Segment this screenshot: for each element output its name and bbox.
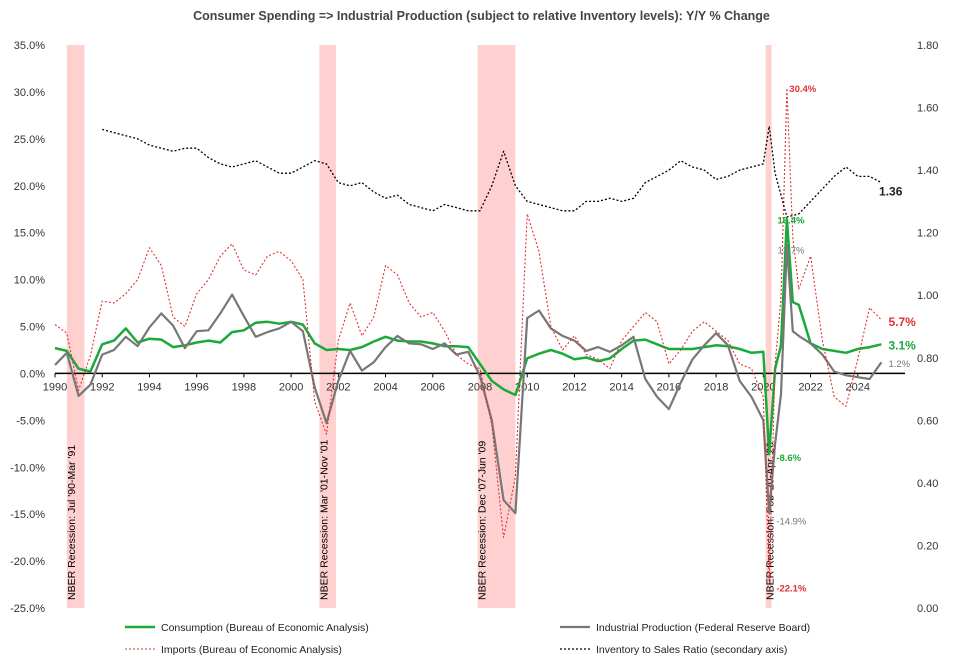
series-line-4 [102, 125, 882, 218]
annotation-label: 3.1% [888, 338, 916, 352]
y2-tick-label: 0.80 [917, 353, 938, 365]
recession-band [477, 45, 516, 608]
legend-label: Imports (Bureau of Economic Analysis) [161, 644, 342, 656]
recession-label: NBER Recession: Mar '01-Nov '01 [318, 439, 330, 600]
x-tick-label: 2002 [326, 381, 350, 393]
x-tick-label: 2024 [846, 381, 870, 393]
legend-label: Inventory to Sales Ratio (secondary axis… [596, 644, 787, 656]
x-tick-label: 2018 [704, 381, 728, 393]
y-tick-label: 15.0% [14, 228, 45, 240]
y-tick-label: 35.0% [14, 40, 45, 52]
y-tick-label: 5.0% [20, 322, 45, 334]
y-tick-label: 20.0% [14, 181, 45, 193]
x-tick-label: 1990 [43, 381, 67, 393]
y2-tick-label: 0.60 [917, 415, 938, 427]
y-tick-label: 30.0% [14, 87, 45, 99]
recession-label: NBER Recession: Dec '07-Jun '09 [477, 441, 489, 600]
annotation-label: -22.1% [776, 583, 807, 594]
legend-label: Consumption (Bureau of Economic Analysis… [161, 622, 369, 634]
recession-band [66, 45, 85, 608]
annotation-label: -8.6% [776, 453, 801, 464]
x-tick-label: 2016 [657, 381, 681, 393]
y2-tick-label: 1.00 [917, 290, 938, 302]
annotation-label: -14.9% [776, 517, 807, 528]
y2-tick-label: 0.40 [917, 478, 938, 490]
x-tick-label: 1994 [137, 381, 161, 393]
y-tick-label: 25.0% [14, 134, 45, 146]
y-tick-label: -25.0% [10, 603, 45, 615]
annotation-label: 30.4% [789, 84, 816, 95]
y-tick-label: -10.0% [10, 462, 45, 474]
x-tick-label: 2006 [421, 381, 445, 393]
y-tick-label: -5.0% [16, 415, 45, 427]
y-tick-label: 10.0% [14, 275, 45, 287]
x-tick-label: 1998 [232, 381, 256, 393]
annotation-label: 1.36 [879, 184, 903, 198]
y-tick-label: 0.0% [20, 368, 45, 380]
recession-band [765, 45, 772, 608]
chart-title: Consumer Spending => Industrial Producti… [193, 9, 770, 23]
y2-tick-label: 1.20 [917, 228, 938, 240]
recession-band [319, 45, 336, 608]
series-line-2 [54, 243, 883, 515]
x-tick-label: 2000 [279, 381, 303, 393]
legend-label: Industrial Production (Federal Reserve B… [596, 622, 810, 634]
annotation-label: 13.7% [778, 246, 805, 257]
annotation-label: 5.7% [888, 315, 916, 329]
x-tick-label: 1996 [184, 381, 208, 393]
recession-label: NBER Recession: Jul '90-Mar '91 [66, 445, 78, 600]
y2-tick-label: 1.80 [917, 40, 938, 52]
x-tick-label: 2004 [373, 381, 397, 393]
x-tick-label: 1992 [90, 381, 114, 393]
x-tick-label: 2008 [468, 381, 492, 393]
y2-tick-label: 0.00 [917, 603, 938, 615]
y-tick-label: -15.0% [10, 509, 45, 521]
x-tick-label: 2022 [798, 381, 822, 393]
x-tick-label: 2010 [515, 381, 539, 393]
x-tick-label: 2014 [609, 381, 633, 393]
series-line-1 [54, 218, 882, 456]
x-tick-label: 2012 [562, 381, 586, 393]
y2-tick-label: 0.20 [917, 540, 938, 552]
y2-tick-label: 1.40 [917, 165, 938, 177]
x-tick-label: 2020 [751, 381, 775, 393]
y-tick-label: -20.0% [10, 556, 45, 568]
annotation-label: 16.4% [778, 216, 805, 227]
y2-tick-label: 1.60 [917, 103, 938, 115]
annotation-label: 1.2% [888, 359, 910, 370]
